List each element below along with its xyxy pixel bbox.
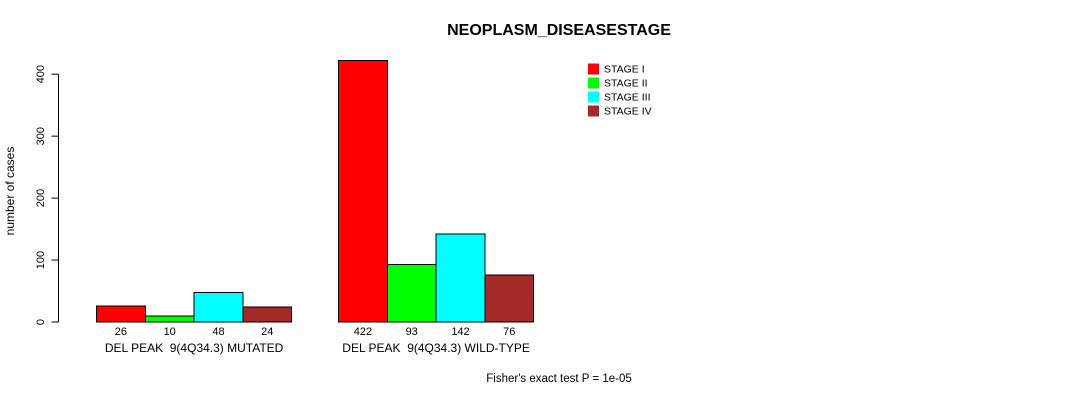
y-axis-tick-label: 300 <box>35 127 47 145</box>
bar-value-label: 76 <box>503 326 515 338</box>
legend-swatch-stage-i <box>588 63 599 75</box>
bar-value-label: 10 <box>164 326 176 338</box>
y-axis-tick-label: 400 <box>35 65 47 83</box>
legend-swatch-stage-iii <box>588 91 599 103</box>
legend: STAGE I STAGE II STAGE III STAGE IV <box>588 63 652 118</box>
legend-swatch-stage-ii <box>588 77 599 89</box>
bar-value-label: 142 <box>451 326 469 338</box>
legend-label: STAGE IV <box>604 106 652 118</box>
chart-title: NEOPLASM_DISEASESTAGE <box>447 22 671 39</box>
group-label: DEL PEAK 9(4Q34.3) MUTATED <box>105 341 284 355</box>
bar-value-label: 422 <box>354 326 372 338</box>
bar-value-label: 93 <box>406 326 418 338</box>
bars: 26 10 48 24 DEL PEAK 9(4Q34.3) MUTATED 422 93 1… <box>96 60 535 355</box>
group-label: DEL PEAK 9(4Q34.3) WILD-TYPE <box>342 341 530 355</box>
bar-del-peak-9-4q34-3-wild-type-stage-ii <box>386 263 437 323</box>
bar-del-peak-9-4q34-3-wild-type-stage-i <box>338 60 388 323</box>
bar-value-label: 24 <box>261 326 273 338</box>
bar-del-peak-9-4q34-3-wild-type-stage-iv <box>484 274 535 323</box>
bar-del-peak-9-4q34-3-mutated-stage-i <box>96 305 146 323</box>
bar-group-del-peak-9-4q34-3-wild-type: 422 93 142 76 DEL PEAK 9(4Q34.3) WILD-TYPE <box>338 60 535 355</box>
legend-label: STAGE III <box>604 92 650 104</box>
legend-swatch-stage-iv <box>588 105 599 117</box>
bar-group-del-peak-9-4q34-3-mutated: 26 10 48 24 DEL PEAK 9(4Q34.3) MUTATED <box>96 291 293 355</box>
bar-del-peak-9-4q34-3-wild-type-stage-iii <box>435 233 486 323</box>
bar-del-peak-9-4q34-3-mutated-stage-iv <box>242 306 293 323</box>
bar-del-peak-9-4q34-3-mutated-stage-iii <box>193 291 244 323</box>
bar-value-label: 26 <box>115 326 127 338</box>
y-axis-title: number of cases <box>3 147 17 236</box>
legend-label: STAGE II <box>604 78 648 90</box>
legend-label: STAGE I <box>604 64 645 76</box>
y-axis: 0 100 200 300 400 <box>35 65 59 325</box>
y-axis-tick-label: 0 <box>35 319 47 325</box>
bar-value-label: 48 <box>212 326 224 338</box>
y-axis-tick-label: 200 <box>35 189 47 207</box>
bar-del-peak-9-4q34-3-mutated-stage-ii <box>144 315 195 323</box>
chart-footnote: Fisher's exact test P = 1e-05 <box>486 373 632 385</box>
y-axis-tick-label: 100 <box>35 251 47 269</box>
